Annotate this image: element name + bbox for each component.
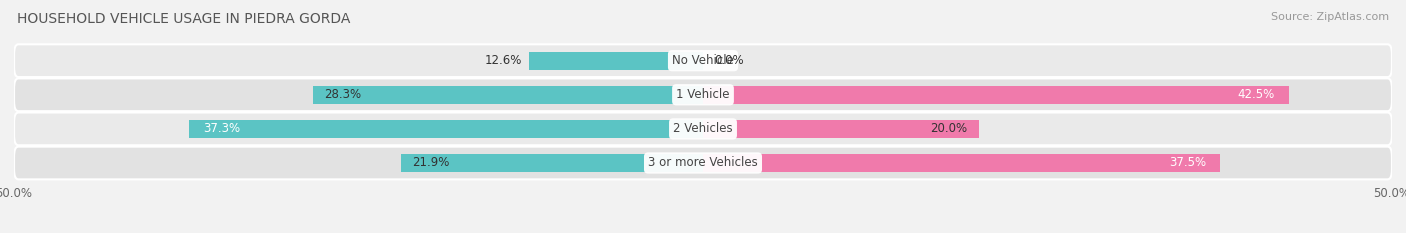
Bar xyxy=(401,154,703,172)
Bar xyxy=(314,86,703,104)
Text: HOUSEHOLD VEHICLE USAGE IN PIEDRA GORDA: HOUSEHOLD VEHICLE USAGE IN PIEDRA GORDA xyxy=(17,12,350,26)
Text: Source: ZipAtlas.com: Source: ZipAtlas.com xyxy=(1271,12,1389,22)
Text: 12.6%: 12.6% xyxy=(485,54,523,67)
Text: 42.5%: 42.5% xyxy=(1237,88,1275,101)
Text: 21.9%: 21.9% xyxy=(412,157,450,169)
FancyBboxPatch shape xyxy=(14,113,1392,145)
Text: 37.5%: 37.5% xyxy=(1168,157,1206,169)
Text: 3 or more Vehicles: 3 or more Vehicles xyxy=(648,157,758,169)
Bar xyxy=(703,154,1219,172)
FancyBboxPatch shape xyxy=(14,147,1392,179)
Bar xyxy=(530,52,703,70)
Text: No Vehicle: No Vehicle xyxy=(672,54,734,67)
FancyBboxPatch shape xyxy=(14,79,1392,111)
Text: 1 Vehicle: 1 Vehicle xyxy=(676,88,730,101)
Text: 37.3%: 37.3% xyxy=(202,122,240,135)
Text: 28.3%: 28.3% xyxy=(323,88,361,101)
Bar xyxy=(703,120,979,138)
Bar xyxy=(703,86,1289,104)
FancyBboxPatch shape xyxy=(14,44,1392,77)
Text: 2 Vehicles: 2 Vehicles xyxy=(673,122,733,135)
Bar xyxy=(188,120,703,138)
Text: 0.0%: 0.0% xyxy=(714,54,744,67)
Text: 20.0%: 20.0% xyxy=(931,122,967,135)
